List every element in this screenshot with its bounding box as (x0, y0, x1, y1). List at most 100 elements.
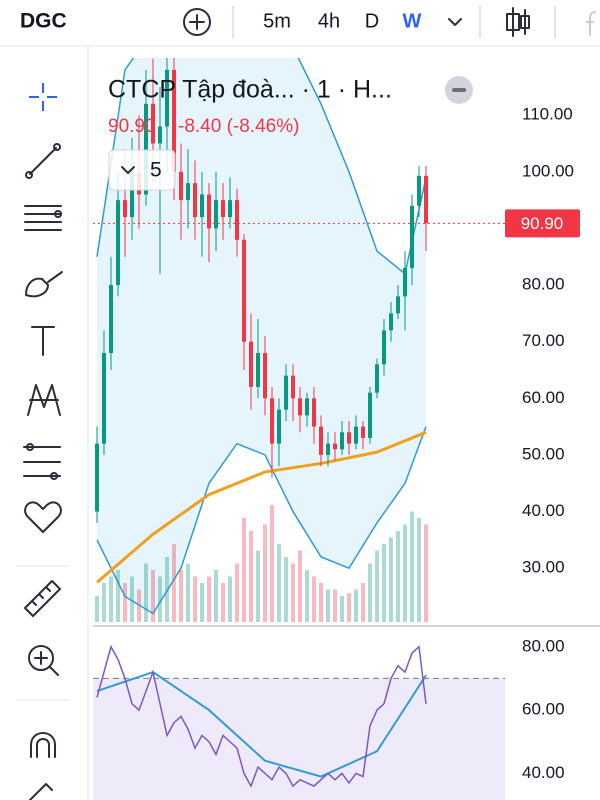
rsi-band (93, 678, 505, 800)
candle-body (298, 398, 302, 416)
candle-body (347, 432, 351, 444)
candle-body (277, 409, 281, 444)
volume-bar (424, 524, 428, 622)
volume-bar (151, 570, 155, 622)
candle-body (403, 268, 407, 297)
volume-bar (249, 531, 253, 622)
interval-button[interactable]: W (403, 10, 422, 32)
candle-body (123, 200, 127, 218)
candle-body (235, 200, 239, 240)
volume-bar (144, 563, 148, 622)
candle-body (263, 353, 267, 399)
zoom-tool[interactable] (28, 645, 59, 676)
text-tool[interactable] (31, 326, 55, 356)
symbol[interactable]: DGC (20, 10, 67, 33)
candle-body (207, 194, 211, 229)
favorites-tool[interactable] (24, 501, 62, 533)
legend-change: -8.40 (-8.46%) (178, 116, 299, 137)
volume-bar (375, 550, 379, 622)
y-tick-label: 40.00 (522, 501, 565, 520)
volume-bar (130, 576, 134, 622)
candle-body (186, 183, 190, 201)
volume-bar (361, 583, 365, 622)
pattern-tool[interactable] (27, 384, 61, 416)
y-tick-label: 30.00 (522, 558, 565, 577)
candle-body (270, 398, 274, 444)
fib-tool[interactable] (24, 205, 62, 231)
rsi-tick-label: 40.00 (522, 763, 565, 782)
volume-bar (193, 576, 197, 622)
volume-bar (319, 583, 323, 622)
crosshair-tool[interactable] (29, 83, 57, 111)
brush-tool[interactable] (25, 271, 63, 298)
bollinger-upper (96, 58, 427, 276)
volume-bar (95, 596, 99, 622)
ruler-tool[interactable] (24, 580, 61, 617)
candle-body (340, 432, 344, 450)
volume-bar (123, 583, 127, 622)
volume-bar (284, 557, 288, 622)
volume-bar (277, 544, 281, 622)
candle-body (368, 392, 372, 438)
interval-button[interactable]: D (365, 10, 379, 32)
forecast-tool[interactable] (23, 443, 61, 480)
legend: CTCP Tập đoà... · 1 · H... 90.90 -8.40 (… (108, 76, 473, 191)
candle-body (319, 426, 323, 455)
volume-bar (305, 570, 309, 622)
top-toolbar: DGC 5m 4h D W (20, 6, 597, 38)
interval-menu[interactable] (448, 18, 462, 26)
candle-body (389, 313, 393, 331)
y-tick-label: 60.00 (522, 388, 565, 407)
candle-body (417, 175, 421, 206)
y-tick-label: 70.00 (522, 331, 565, 350)
candle-body (410, 205, 414, 269)
volume-bar (102, 583, 106, 622)
chart-type-button[interactable] (506, 7, 530, 37)
interval-button[interactable]: 4h (318, 10, 340, 32)
volume-bar (172, 544, 176, 622)
candle-body (130, 171, 134, 218)
volume-bar (396, 531, 400, 622)
trend-line-tool[interactable] (25, 143, 61, 179)
price-pane (93, 58, 505, 622)
y-tick-label: 80.00 (522, 275, 565, 294)
indicators-button[interactable] (586, 11, 597, 36)
volume-bar (347, 593, 351, 622)
add-symbol-button[interactable] (183, 8, 211, 36)
volume-bar (326, 589, 330, 622)
candle-body (333, 443, 337, 450)
rsi-tick-label: 60.00 (522, 700, 565, 719)
candle-body (424, 175, 428, 224)
candle-body (214, 200, 218, 229)
volume-bar (389, 537, 393, 622)
indicators-count: 5 (150, 159, 162, 182)
legend-title[interactable]: CTCP Tập đoà... · 1 · H... (108, 76, 392, 104)
collapse-legend-button[interactable] (445, 76, 473, 104)
pencil-tool[interactable] (29, 783, 53, 800)
volume-bar (291, 563, 295, 622)
rsi-tick-label: 80.00 (522, 636, 565, 655)
bollinger-lower (96, 426, 427, 615)
volume-bar (354, 589, 358, 622)
candle-body (242, 239, 246, 342)
candle-body (172, 69, 176, 172)
volume-bar (298, 550, 302, 622)
candle-body (200, 194, 204, 218)
candle-body (312, 398, 316, 427)
indicators-toggle[interactable]: 5 (108, 149, 176, 191)
candle-body (109, 285, 113, 354)
volume-bar (158, 576, 162, 622)
rsi-pane (93, 644, 505, 800)
magnet-tool[interactable] (30, 732, 56, 758)
candle-body (102, 353, 106, 444)
candle-body (221, 200, 225, 218)
candle-body (179, 171, 183, 201)
candle-body (291, 375, 295, 399)
volume-bar (270, 505, 274, 622)
candle-body (361, 426, 365, 438)
y-tick-label: 50.00 (522, 444, 565, 463)
rsi-line (96, 644, 427, 788)
interval-button[interactable]: 5m (263, 10, 291, 32)
candle-body (326, 443, 330, 455)
volume-bar (242, 518, 246, 622)
